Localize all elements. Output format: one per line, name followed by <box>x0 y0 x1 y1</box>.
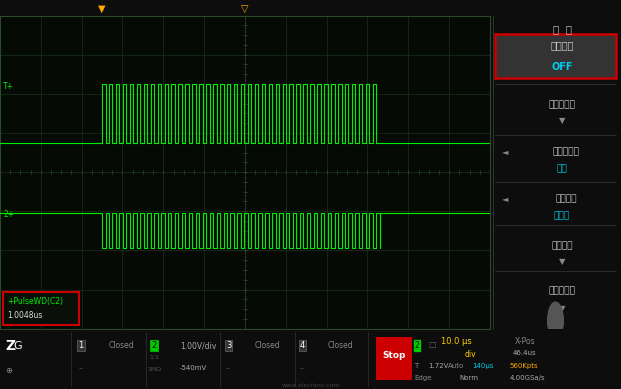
Text: 测量范围: 测量范围 <box>555 194 577 203</box>
Text: -540mV: -540mV <box>180 365 207 371</box>
Text: X-Pos: X-Pos <box>514 338 535 347</box>
Text: ▽: ▽ <box>241 4 249 14</box>
Text: 1: 1 <box>78 341 83 350</box>
Text: 560Kpts: 560Kpts <box>509 363 538 369</box>
Text: 1.00V/div: 1.00V/div <box>180 341 217 350</box>
Text: 关闭: 关闭 <box>556 165 568 173</box>
Text: ▼: ▼ <box>98 4 106 14</box>
Text: 1:1: 1:1 <box>149 355 159 360</box>
Text: 10.0 μs: 10.0 μs <box>441 338 472 347</box>
Text: 2: 2 <box>415 341 420 350</box>
Text: 统计显示: 统计显示 <box>550 40 574 50</box>
Text: 4.00GSa/s: 4.00GSa/s <box>509 375 545 381</box>
Text: --: -- <box>300 365 305 371</box>
Text: 测量项设置: 测量项设置 <box>548 287 576 296</box>
Text: 46.4us: 46.4us <box>513 350 537 356</box>
Text: 140μs: 140μs <box>472 363 494 369</box>
Bar <box>376 336 412 380</box>
Text: --: -- <box>78 365 83 371</box>
Text: div: div <box>465 350 476 359</box>
Text: ◄: ◄ <box>502 147 509 156</box>
Text: ▼: ▼ <box>559 257 565 266</box>
Text: +PulseWD(C2): +PulseWD(C2) <box>7 297 63 306</box>
Bar <box>495 34 616 78</box>
Text: ▼: ▼ <box>559 304 565 313</box>
Text: www.elecfans.com: www.elecfans.com <box>281 384 340 389</box>
Text: 1.0048us: 1.0048us <box>7 310 43 319</box>
Text: ▼: ▼ <box>559 116 565 125</box>
Text: Auto: Auto <box>448 363 465 369</box>
Text: ◄: ◄ <box>502 194 509 203</box>
Text: 测  量: 测 量 <box>553 25 571 35</box>
Circle shape <box>548 302 563 340</box>
Text: 主时捯: 主时捯 <box>554 212 570 221</box>
Text: Edge: Edge <box>414 375 432 381</box>
Text: T+: T+ <box>3 82 14 91</box>
Text: Closed: Closed <box>255 341 280 350</box>
Text: ⊕: ⊕ <box>5 366 12 375</box>
Text: Z: Z <box>5 338 15 352</box>
Text: Stop: Stop <box>382 351 406 360</box>
Text: 硬件频率计: 硬件频率计 <box>553 147 579 156</box>
Text: ☐: ☐ <box>428 341 435 350</box>
Text: 结果导出: 结果导出 <box>551 241 573 250</box>
Text: 1.72V: 1.72V <box>428 363 449 369</box>
Text: 2: 2 <box>152 341 156 350</box>
Text: 3: 3 <box>226 341 231 350</box>
Text: --: -- <box>226 365 231 371</box>
Text: G: G <box>14 341 22 350</box>
Text: Closed: Closed <box>109 341 134 350</box>
Text: Closed: Closed <box>328 341 353 350</box>
Text: T: T <box>414 363 419 369</box>
Bar <box>3 291 79 325</box>
Text: 2+: 2+ <box>3 210 14 219</box>
Text: 测量项选择: 测量项选择 <box>548 100 576 109</box>
Text: 1MΩ: 1MΩ <box>147 367 161 372</box>
Text: Norm: Norm <box>460 375 479 381</box>
Text: 4: 4 <box>300 341 305 350</box>
Text: OFF: OFF <box>551 62 573 72</box>
